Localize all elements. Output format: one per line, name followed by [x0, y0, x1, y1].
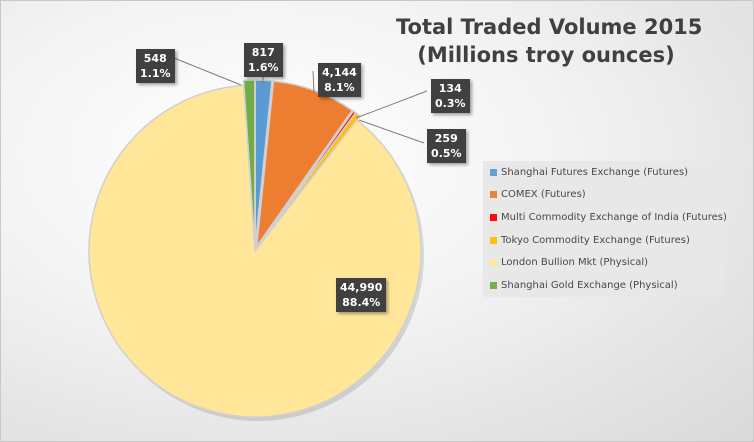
pie-slice-2[interactable]	[255, 80, 354, 250]
data-label-percent: 1.6%	[248, 61, 279, 74]
data-label-5: 44,990 88.4%	[336, 278, 387, 312]
legend-item-5[interactable]: London Bullion Mkt (Physical)	[483, 251, 725, 274]
legend-item-2[interactable]: COMEX (Futures)	[483, 184, 725, 207]
pie-slice-5[interactable]	[88, 84, 422, 418]
legend-label: London Bullion Mkt (Physical)	[501, 257, 649, 269]
leader-line-3	[355, 90, 428, 119]
data-label-value: 548	[143, 52, 167, 65]
legend-swatch	[490, 168, 497, 176]
data-label-3: 134 0.3%	[431, 79, 470, 113]
leader-line-4	[358, 119, 425, 144]
legend-swatch	[490, 213, 497, 221]
data-label-value: 817	[251, 46, 275, 59]
legend-label: Shanghai Futures Exchange (Futures)	[501, 166, 689, 178]
data-label-value: 259	[434, 132, 458, 145]
legend-item-1[interactable]: Shanghai Futures Exchange (Futures)	[483, 161, 725, 184]
pie-slice-6[interactable]	[242, 79, 256, 247]
legend-item-3[interactable]: Multi Commodity Exchange of India (Futur…	[483, 206, 727, 229]
data-label-percent: 88.4%	[342, 296, 381, 309]
legend-swatch	[490, 236, 497, 244]
legend: Shanghai Futures Exchange (Futures) COMEX…	[483, 161, 727, 297]
legend-label: COMEX (Futures)	[501, 189, 586, 201]
data-label-percent: 0.5%	[431, 147, 462, 160]
data-label-value: 4,144	[322, 66, 357, 79]
legend-swatch	[490, 281, 497, 289]
data-label-2: 4,144 8.1%	[318, 63, 361, 97]
data-label-percent: 8.1%	[324, 81, 355, 94]
data-label-percent: 1.1%	[140, 67, 171, 80]
legend-label: Tokyo Commodity Exchange (Futures)	[501, 234, 690, 246]
legend-label: Shanghai Gold Exchange (Physical)	[501, 279, 678, 291]
leader-line-2	[312, 70, 315, 94]
data-label-percent: 0.3%	[435, 97, 466, 110]
legend-item-6[interactable]: Shanghai Gold Exchange (Physical)	[483, 274, 725, 297]
legend-swatch	[490, 191, 497, 199]
legend-swatch	[490, 259, 497, 267]
data-label-6: 548 1.1%	[136, 49, 175, 83]
legend-label: Multi Commodity Exchange of India (Futur…	[501, 211, 727, 223]
chart-title-line-2: (Millions troy ounces)	[417, 43, 675, 67]
data-label-value: 134	[438, 82, 462, 95]
chart-title-line-1: Total Traded Volume 2015	[396, 15, 703, 39]
leader-line-6	[173, 57, 242, 86]
data-label-1: 817 1.6%	[244, 43, 283, 77]
data-label-4: 259 0.5%	[427, 129, 466, 163]
data-label-value: 44,990	[340, 281, 383, 294]
legend-item-4[interactable]: Tokyo Commodity Exchange (Futures)	[483, 229, 725, 252]
chart-title: Total Traded Volume 2015 (Millions troy …	[396, 13, 703, 69]
